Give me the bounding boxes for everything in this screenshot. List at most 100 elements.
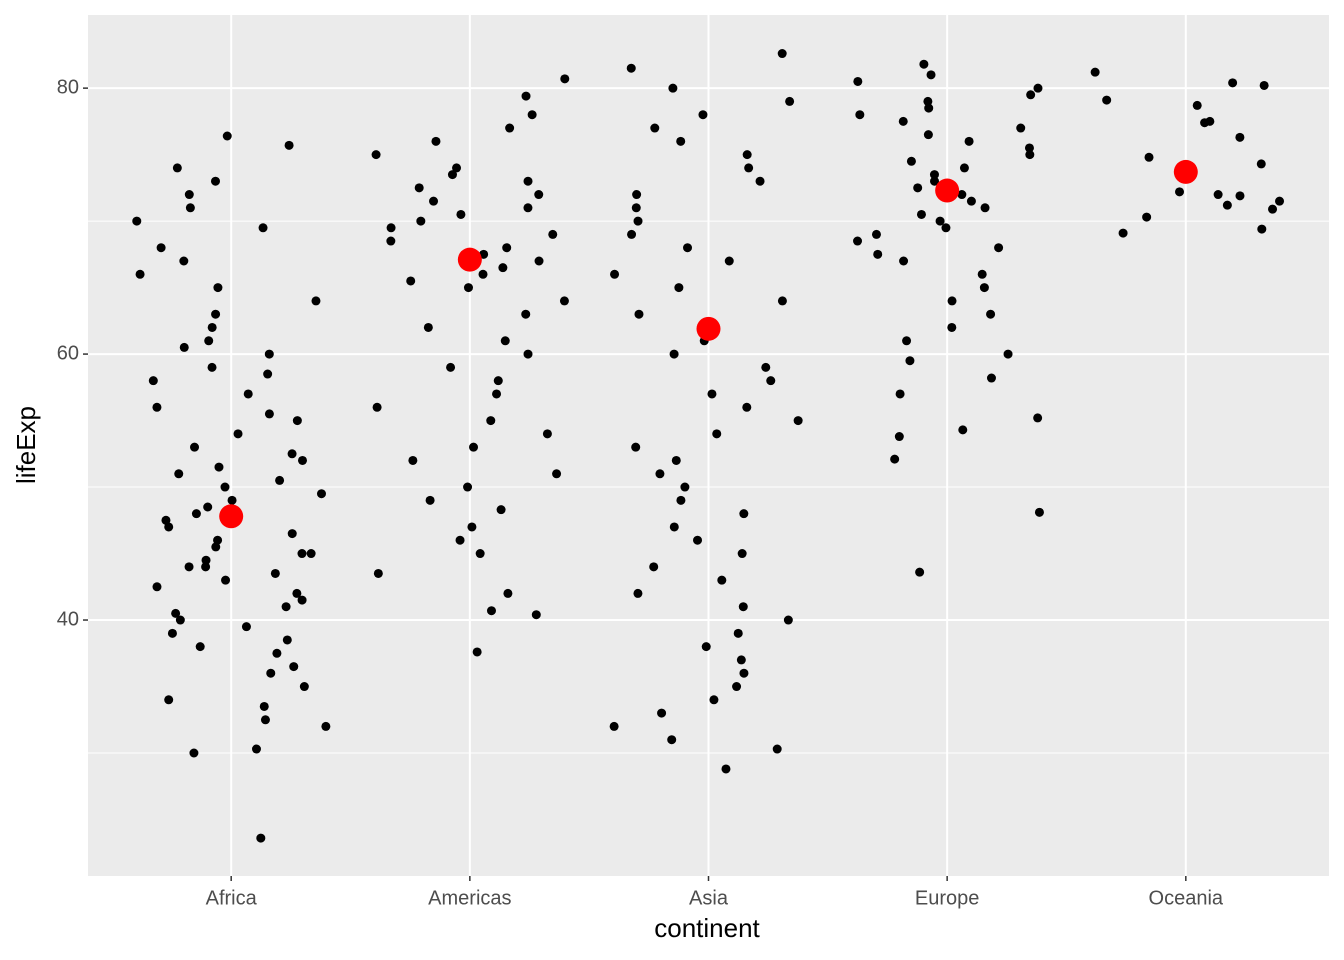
point <box>935 216 945 226</box>
point <box>683 243 693 253</box>
mean-point <box>935 178 960 203</box>
point <box>521 309 531 319</box>
point <box>1003 349 1013 359</box>
point <box>297 455 307 465</box>
x-axis-title: continent <box>654 913 760 943</box>
y-tick-label: 80 <box>57 76 79 98</box>
point <box>201 562 211 572</box>
point <box>947 322 957 332</box>
point <box>657 708 667 718</box>
point <box>895 389 905 399</box>
point <box>671 455 681 465</box>
point <box>964 136 974 146</box>
point <box>783 615 793 625</box>
point <box>542 429 552 439</box>
point <box>739 509 749 519</box>
point <box>721 764 731 774</box>
point <box>503 588 513 598</box>
point <box>668 83 678 93</box>
point <box>1192 100 1202 110</box>
point <box>447 170 457 180</box>
point <box>923 96 933 106</box>
point <box>195 642 205 652</box>
point <box>966 196 976 206</box>
point <box>172 163 182 173</box>
point <box>373 568 383 578</box>
point <box>423 322 433 332</box>
point <box>626 63 636 73</box>
point <box>233 429 243 439</box>
point <box>634 309 644 319</box>
point <box>179 256 189 266</box>
mean-point <box>457 247 482 272</box>
point <box>698 110 708 120</box>
point <box>1205 116 1215 126</box>
point <box>523 349 533 359</box>
point <box>416 216 426 226</box>
point <box>221 575 231 585</box>
point <box>175 615 185 625</box>
point <box>1090 67 1100 77</box>
point <box>737 549 747 559</box>
point <box>669 349 679 359</box>
point <box>919 59 929 69</box>
point <box>135 269 145 279</box>
point <box>372 402 382 412</box>
point <box>853 76 863 86</box>
point <box>156 243 166 253</box>
point <box>259 701 269 711</box>
mean-point <box>1173 159 1198 184</box>
point <box>732 682 742 692</box>
point <box>152 402 162 412</box>
point <box>386 223 396 233</box>
point <box>669 522 679 532</box>
point <box>1016 123 1026 133</box>
point <box>311 296 321 306</box>
point <box>986 309 996 319</box>
point <box>467 522 477 532</box>
point <box>478 269 488 279</box>
point <box>655 469 665 479</box>
point <box>1268 204 1278 214</box>
point <box>559 296 569 306</box>
point <box>287 449 297 459</box>
point <box>455 535 465 545</box>
point <box>1142 212 1152 222</box>
point <box>1175 187 1185 197</box>
point <box>492 389 502 399</box>
point <box>463 482 473 492</box>
point <box>610 269 620 279</box>
point <box>456 209 466 219</box>
point <box>201 555 211 565</box>
point <box>203 502 213 512</box>
point <box>264 349 274 359</box>
point <box>299 682 309 692</box>
point <box>493 376 503 386</box>
point <box>667 735 677 745</box>
point <box>894 432 904 442</box>
point <box>472 647 482 657</box>
point <box>171 608 181 618</box>
point <box>211 309 221 319</box>
point <box>189 748 199 758</box>
point <box>905 356 915 366</box>
point <box>1256 159 1266 169</box>
point <box>915 567 925 577</box>
point <box>560 74 570 84</box>
point <box>414 183 424 193</box>
point <box>148 376 158 386</box>
point <box>486 606 496 616</box>
point <box>534 256 544 266</box>
point <box>1024 143 1034 153</box>
point <box>1235 191 1245 201</box>
point <box>980 203 990 213</box>
point <box>496 505 506 515</box>
mean-point <box>219 504 244 529</box>
point <box>902 336 912 346</box>
point <box>1033 83 1043 93</box>
point <box>701 642 711 652</box>
point <box>260 715 270 725</box>
point <box>627 229 637 239</box>
point <box>174 469 184 479</box>
